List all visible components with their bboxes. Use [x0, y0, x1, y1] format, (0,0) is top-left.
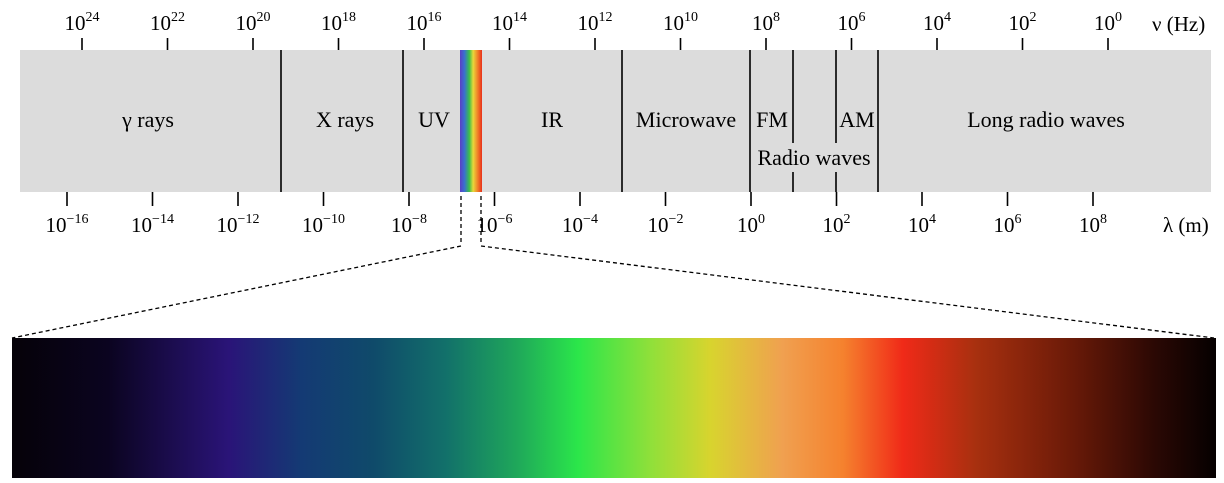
freq-axis-tick-label: 1020	[236, 10, 271, 35]
wave-axis-tick-exponent: 6	[1015, 212, 1022, 227]
wavelength-axis: 10−16 10−14 10−12 10−10 10−8 10−6 10−4 10−2 100 1…	[46, 192, 1107, 237]
frequency-axis: 1024 1022 1020 1018 1016 1014 1012 1010 108 106 10…	[65, 10, 1122, 50]
wave-axis-tick-label: 10−12	[217, 212, 260, 237]
freq-axis-tick-exponent: 8	[773, 10, 780, 25]
freq-axis-tick-base: 10	[1094, 11, 1115, 35]
freq-axis-tick-label: 1016	[407, 10, 442, 35]
wave-axis-tick-base: 10	[737, 213, 758, 237]
band-label-am: AM	[839, 107, 874, 132]
freq-axis-tick-base: 10	[838, 11, 859, 35]
wave-axis-tick-base: 10	[46, 213, 67, 237]
wave-axis-tick-exponent: 4	[929, 212, 936, 227]
freq-axis-tick-exponent: 2	[1030, 10, 1037, 25]
wave-axis-tick-exponent: 2	[844, 212, 851, 227]
wavelength-unit-label: λ (m)	[1163, 213, 1209, 237]
wave-axis-tick-label: 10−6	[477, 212, 513, 237]
wave-axis-tick-exponent: −8	[412, 212, 427, 227]
freq-axis-tick-exponent: 22	[171, 10, 185, 25]
freq-axis-tick-exponent: 4	[944, 10, 951, 25]
freq-axis-tick-base: 10	[407, 11, 428, 35]
freq-axis-tick-base: 10	[150, 11, 171, 35]
wave-axis-tick-label: 10−8	[391, 212, 427, 237]
band-dividers	[280, 50, 879, 192]
freq-axis-tick-base: 10	[578, 11, 599, 35]
freq-axis-tick-label: 106	[838, 10, 866, 35]
freq-axis-tick-exponent: 24	[86, 10, 100, 25]
freq-axis-tick-label: 1022	[150, 10, 185, 35]
freq-axis-tick-exponent: 10	[684, 10, 698, 25]
band-label-gamma: γ rays	[121, 107, 174, 132]
freq-axis-tick-exponent: 20	[257, 10, 271, 25]
freq-axis-tick-exponent: 12	[599, 10, 613, 25]
wave-axis-tick-exponent: −14	[152, 212, 174, 227]
wave-axis-tick-label: 100	[737, 212, 765, 237]
freq-axis-tick-base: 10	[1009, 11, 1030, 35]
freq-axis-tick-exponent: 18	[342, 10, 356, 25]
wave-axis-tick-exponent: 0	[758, 212, 765, 227]
wave-axis-tick-base: 10	[131, 213, 152, 237]
wave-axis-tick-base: 10	[302, 213, 323, 237]
wave-axis-tick-exponent: −16	[67, 212, 89, 227]
freq-axis-tick-exponent: 14	[513, 10, 527, 25]
wave-axis-tick-exponent: −4	[583, 212, 598, 227]
wave-axis-tick-base: 10	[994, 213, 1015, 237]
freq-axis-tick-base: 10	[65, 11, 86, 35]
wave-axis-tick-exponent: −12	[238, 212, 260, 227]
freq-axis-tick-base: 10	[923, 11, 944, 35]
band-label-xray: X rays	[316, 107, 374, 132]
visible-zoom-markers	[11, 196, 1215, 339]
freq-axis-tick-label: 104	[923, 10, 951, 35]
freq-axis-tick-label: 100	[1094, 10, 1122, 35]
wave-axis-tick-base: 10	[648, 213, 669, 237]
wave-axis-tick-label: 10−4	[562, 212, 598, 237]
freq-axis-tick-exponent: 0	[1115, 10, 1122, 25]
wave-axis-tick-base: 10	[391, 213, 412, 237]
wave-axis-tick-exponent: −10	[323, 212, 345, 227]
wave-axis-tick-exponent: −2	[669, 212, 684, 227]
freq-axis-tick-label: 108	[752, 10, 780, 35]
wave-axis-tick-label: 108	[1079, 212, 1107, 237]
band-background	[20, 50, 1211, 192]
wave-axis-tick-label: 10−2	[648, 212, 684, 237]
freq-axis-tick-label: 1012	[578, 10, 613, 35]
band-label-radio-waves: Radio waves	[757, 145, 870, 170]
wave-axis-tick-base: 10	[823, 213, 844, 237]
zoom-projection-right	[480, 245, 1215, 339]
wave-axis-tick-label: 10−16	[46, 212, 89, 237]
freq-axis-tick-label: 102	[1009, 10, 1037, 35]
visible-light-strip	[460, 50, 482, 192]
freq-axis-tick-base: 10	[236, 11, 257, 35]
band-label-microwave: Microwave	[636, 107, 736, 132]
freq-axis-tick-exponent: 16	[428, 10, 442, 25]
wave-axis-tick-base: 10	[217, 213, 238, 237]
frequency-unit-label: ν (Hz)	[1152, 12, 1205, 36]
wave-axis-tick-label: 10−14	[131, 212, 174, 237]
wave-axis-tick-label: 102	[823, 212, 851, 237]
zoom-projection-left	[11, 245, 462, 339]
wave-axis-tick-label: 104	[908, 212, 936, 237]
freq-axis-tick-base: 10	[492, 11, 513, 35]
visible-spectrum-bar	[12, 338, 1216, 478]
freq-axis-tick-label: 1018	[321, 10, 356, 35]
wave-axis-tick-label: 106	[994, 212, 1022, 237]
wave-axis-tick-base: 10	[1079, 213, 1100, 237]
freq-axis-tick-label: 1024	[65, 10, 100, 35]
freq-axis-tick-label: 1014	[492, 10, 527, 35]
wave-axis-tick-label: 10−10	[302, 212, 345, 237]
band-label-ir: IR	[541, 107, 563, 132]
freq-axis-tick-exponent: 6	[859, 10, 866, 25]
wave-axis-tick-exponent: −6	[498, 212, 513, 227]
freq-axis-tick-base: 10	[321, 11, 342, 35]
wave-axis-tick-base: 10	[477, 213, 498, 237]
band-label-long-radio: Long radio waves	[967, 107, 1125, 132]
freq-axis-tick-base: 10	[752, 11, 773, 35]
freq-axis-tick-base: 10	[663, 11, 684, 35]
wave-axis-tick-base: 10	[562, 213, 583, 237]
wave-axis-tick-base: 10	[908, 213, 929, 237]
band-label-uv: UV	[418, 107, 450, 132]
freq-axis-tick-label: 1010	[663, 10, 698, 35]
wave-axis-tick-exponent: 8	[1100, 212, 1107, 227]
band-label-fm: FM	[756, 107, 788, 132]
